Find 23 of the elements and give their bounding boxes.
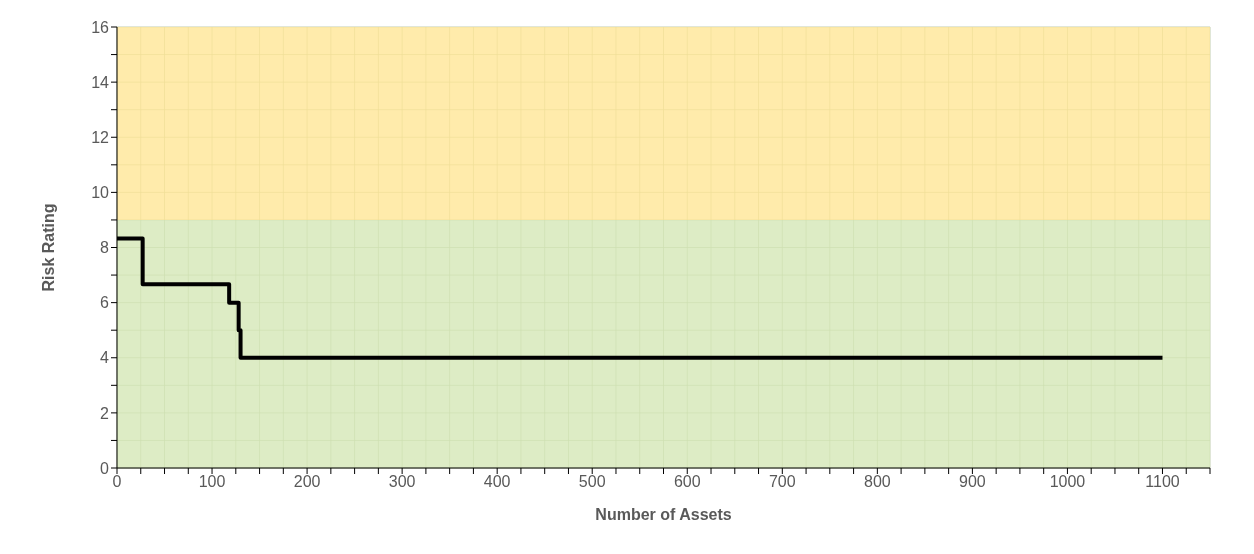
x-tick-label: 500: [578, 473, 606, 491]
x-tick-label: 600: [673, 473, 701, 491]
x-tick-label: 700: [768, 473, 796, 491]
x-tick-label: 800: [864, 473, 891, 491]
y-tick-label: 6: [100, 294, 110, 312]
x-tick-label: 1100: [1145, 473, 1180, 491]
y-tick-label: 8: [100, 239, 110, 257]
y-axis-title: Risk Rating: [39, 203, 57, 292]
y-tick-label: 12: [91, 128, 110, 146]
x-tick-label: 0: [112, 473, 122, 491]
y-tick-label: 16: [91, 18, 110, 36]
x-tick-label: 1000: [1049, 473, 1086, 491]
y-tick-label: 10: [91, 184, 110, 202]
x-tick-label: 300: [388, 473, 416, 491]
y-tick-label: 0: [100, 459, 110, 477]
y-tick-label: 4: [100, 349, 110, 367]
x-tick-label: 400: [483, 473, 511, 491]
x-tick-label: 100: [198, 473, 226, 491]
y-tick-label: 14: [91, 73, 110, 91]
x-tick-label: 900: [959, 473, 986, 491]
y-tick-label: 2: [100, 404, 110, 422]
x-tick-label: 200: [293, 473, 321, 491]
x-axis-title: Number of Assets: [595, 506, 732, 523]
